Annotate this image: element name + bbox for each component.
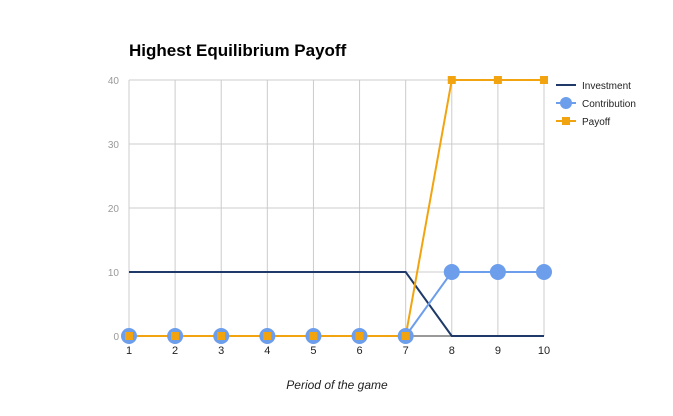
x-tick-label: 4: [264, 345, 270, 357]
contribution-point: [443, 264, 460, 280]
y-tick-label: 10: [108, 268, 120, 279]
payoff-point: [309, 332, 318, 340]
y-tick-label: 30: [108, 140, 120, 151]
x-tick-label: 8: [449, 345, 455, 357]
x-axis-ticks: 1 2 3 4 5 6 7 8 9 10: [126, 345, 550, 357]
y-tick-label: 20: [108, 204, 120, 215]
x-tick-label: 7: [403, 345, 409, 357]
payoff-line: [129, 79, 544, 337]
y-axis-ticks: 0 10 20 30 40: [108, 76, 120, 343]
grid-lines: [128, 79, 545, 337]
payoff-point: [355, 332, 364, 340]
x-tick-label: 6: [356, 345, 362, 357]
legend-label-payoff: Payoff: [582, 117, 610, 128]
legend-marker-payoff: [562, 117, 570, 125]
payoff-point: [171, 332, 180, 340]
payoff-point: [540, 76, 548, 84]
investment-line: [129, 271, 544, 337]
payoff-point: [217, 332, 226, 340]
legend: Investment Contribution Payoff: [556, 81, 636, 128]
y-tick-label: 40: [108, 76, 120, 87]
legend-label-investment: Investment: [582, 81, 631, 92]
legend-marker-contribution: [560, 97, 572, 109]
x-tick-label: 2: [172, 345, 178, 357]
x-tick-label: 10: [538, 345, 550, 357]
contribution-point: [489, 264, 506, 280]
x-tick-label: 9: [495, 345, 501, 357]
x-tick-label: 3: [218, 345, 224, 357]
x-axis-label: Period of the game: [286, 378, 388, 392]
y-tick-label: 0: [113, 332, 119, 343]
chart-title: Highest Equilibrium Payoff: [129, 41, 347, 60]
x-tick-label: 5: [310, 345, 316, 357]
payoff-point: [263, 332, 272, 340]
payoff-point: [125, 332, 133, 340]
contribution-point: [536, 264, 552, 280]
x-tick-label: 1: [126, 345, 132, 357]
payoff-point: [493, 76, 502, 84]
payoff-point: [447, 76, 456, 84]
series-group: [121, 76, 552, 344]
contribution-line: [129, 271, 544, 337]
payoff-point: [401, 332, 410, 340]
legend-label-contribution: Contribution: [582, 99, 636, 110]
